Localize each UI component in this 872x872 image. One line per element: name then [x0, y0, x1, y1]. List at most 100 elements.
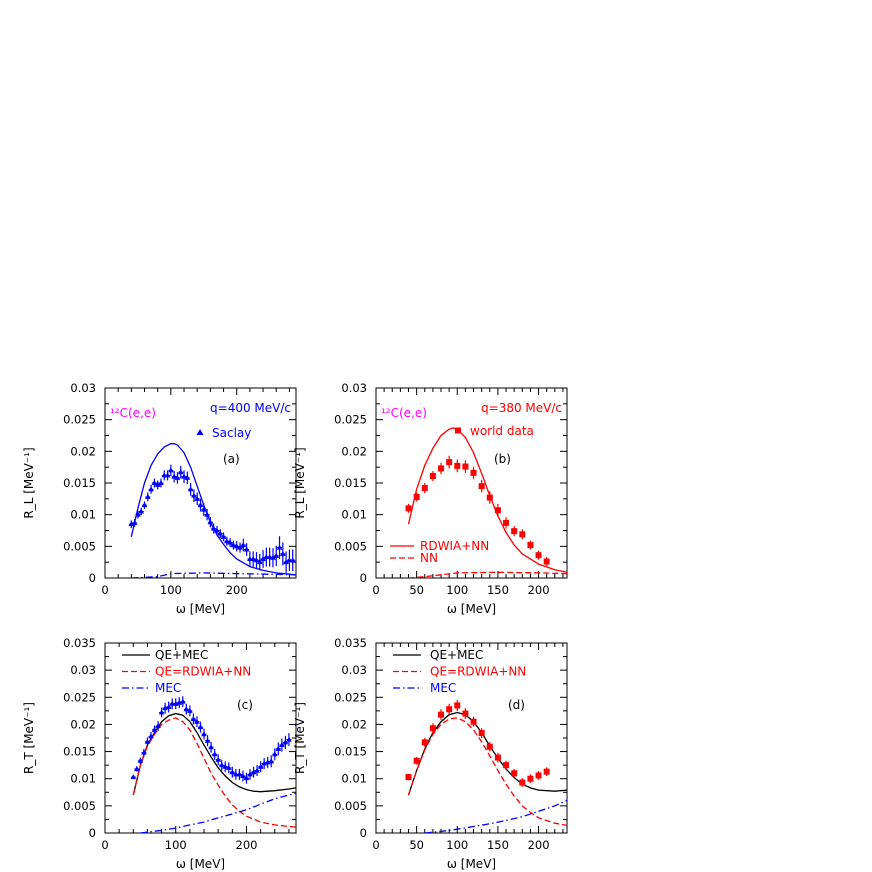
data-point — [217, 530, 224, 536]
data-point — [194, 495, 201, 501]
data-point — [155, 723, 161, 729]
x-tick-label: 100 — [446, 838, 468, 852]
y-tick-label: 0.03 — [341, 663, 367, 677]
data-point — [503, 519, 510, 526]
x-tick-label: 200 — [236, 838, 258, 852]
data-point — [141, 749, 147, 755]
data-point — [227, 539, 233, 545]
legend-marker-triangle — [196, 429, 204, 435]
data-point — [154, 481, 161, 487]
y-tick-label: 0 — [89, 571, 96, 585]
data-point — [151, 726, 158, 732]
x-tick-label: 150 — [487, 838, 509, 852]
x-tick-label: 200 — [226, 583, 248, 597]
data-point — [158, 709, 165, 715]
y-tick-label: 0.01 — [70, 772, 96, 786]
data-point — [130, 774, 137, 780]
data-point — [405, 774, 412, 781]
data-point — [438, 465, 445, 472]
data-point — [183, 706, 190, 712]
data-point — [429, 473, 436, 480]
y-tick-label: 0.01 — [341, 508, 367, 522]
x-tick-label: 150 — [487, 583, 509, 597]
data-point — [218, 762, 225, 768]
x-axis-label: ω [MeV] — [447, 602, 496, 616]
data-point — [148, 486, 154, 492]
data-point — [177, 469, 184, 475]
legend-label: Saclay — [212, 426, 251, 440]
curve-mec — [424, 799, 567, 833]
panel-label: (b) — [494, 452, 511, 466]
data-point — [131, 519, 138, 525]
data-point — [280, 550, 286, 556]
panel-label: (a) — [223, 452, 240, 466]
data-point — [519, 531, 526, 538]
data-point — [527, 775, 534, 782]
data-point — [187, 486, 194, 492]
y-tick-label: 0.005 — [334, 799, 367, 813]
data-point — [233, 771, 239, 777]
data-point — [229, 769, 236, 775]
data-point — [144, 738, 151, 744]
y-axis-label: R_T [MeV⁻¹] — [293, 702, 307, 774]
data-point — [137, 757, 144, 763]
data-point — [210, 525, 217, 531]
data-point — [158, 480, 164, 485]
x-tick-label: 200 — [528, 838, 550, 852]
y-tick-label: 0.005 — [63, 539, 96, 553]
y-tick-label: 0.015 — [63, 476, 96, 490]
data-point — [478, 483, 485, 490]
data-point — [215, 756, 221, 762]
x-tick-label: 100 — [160, 583, 182, 597]
y-tick-label: 0.025 — [334, 690, 367, 704]
data-point — [413, 757, 420, 764]
x-tick-label: 0 — [101, 838, 108, 852]
y-tick-label: 0.03 — [70, 663, 96, 677]
data-point — [250, 556, 256, 561]
data-point — [197, 502, 204, 508]
data-point — [243, 775, 250, 781]
data-point — [268, 758, 275, 764]
curve-dashdot — [131, 572, 296, 578]
data-point — [243, 546, 250, 552]
data-point — [236, 771, 243, 777]
data-point — [462, 463, 469, 470]
plot-area — [405, 700, 567, 833]
reaction-label: ¹²C(e,e) — [381, 406, 427, 420]
panel-d: 0 50 100 150 200 0 0.005 0.01 0.015 0.02 0.025 0.03… — [293, 636, 568, 871]
data-point — [180, 698, 186, 704]
data-point — [181, 473, 187, 479]
x-axis-label: ω [MeV] — [447, 857, 496, 871]
y-tick-label: 0.02 — [341, 444, 367, 458]
data-point — [135, 511, 141, 517]
reaction-label: ¹²C(e,e) — [110, 406, 156, 420]
data-point — [207, 519, 214, 525]
legend-label: MEC — [430, 681, 456, 695]
data-point — [486, 494, 493, 501]
data-point — [174, 474, 181, 480]
data-point — [503, 762, 510, 769]
data-point — [145, 493, 151, 499]
y-tick-label: 0.01 — [70, 508, 96, 522]
x-tick-label: 50 — [409, 583, 424, 597]
data-point — [494, 754, 501, 761]
data-point — [233, 543, 240, 549]
y-tick-label: 0 — [360, 826, 367, 840]
panel-a: 0 100 200 0 0.005 0.01 0.015 0.02 0.025 0.03 ω [Me… — [22, 381, 297, 616]
x-tick-label: 100 — [165, 838, 187, 852]
data-point — [247, 771, 253, 777]
data-point — [148, 733, 154, 739]
curve-qe-rdwia-nn — [407, 717, 567, 827]
x-tick-label: 0 — [372, 583, 379, 597]
data-point — [191, 492, 197, 498]
y-tick-label: 0.015 — [334, 476, 367, 490]
data-point — [519, 779, 526, 786]
data-point — [470, 718, 477, 725]
y-tick-label: 0.015 — [334, 745, 367, 759]
data-point — [260, 556, 266, 561]
data-point — [511, 528, 518, 535]
data-point — [240, 773, 246, 778]
legend-label: QE=RDWIA+NN — [430, 665, 526, 679]
data-point — [275, 745, 282, 751]
x-axis-label: ω [MeV] — [176, 602, 225, 616]
